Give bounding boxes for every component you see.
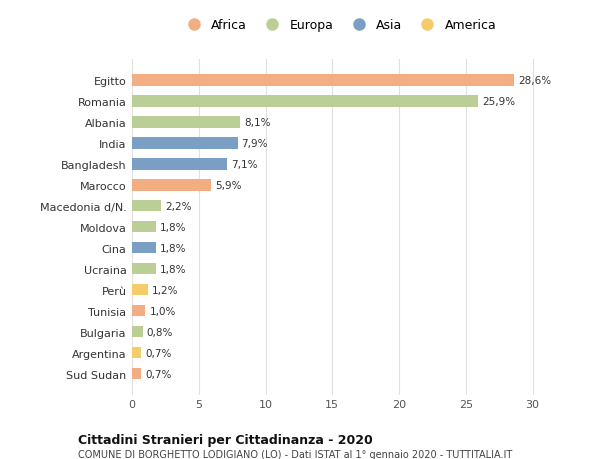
Bar	[132, 347, 142, 358]
Bar	[132, 284, 148, 296]
Bar	[132, 201, 161, 212]
Text: 0,7%: 0,7%	[145, 348, 172, 358]
Text: 7,1%: 7,1%	[231, 159, 257, 169]
Text: 28,6%: 28,6%	[518, 76, 551, 86]
Bar	[132, 96, 478, 107]
Text: 25,9%: 25,9%	[482, 96, 515, 106]
Bar	[132, 138, 238, 149]
Bar	[132, 221, 156, 233]
Text: 0,8%: 0,8%	[146, 327, 173, 337]
Bar	[132, 159, 227, 170]
Bar	[132, 305, 145, 317]
Text: COMUNE DI BORGHETTO LODIGIANO (LO) - Dati ISTAT al 1° gennaio 2020 - TUTTITALIA.: COMUNE DI BORGHETTO LODIGIANO (LO) - Dat…	[78, 449, 512, 459]
Bar	[132, 75, 514, 86]
Bar	[132, 368, 142, 380]
Text: 0,7%: 0,7%	[145, 369, 172, 379]
Legend: Africa, Europa, Asia, America: Africa, Europa, Asia, America	[181, 19, 497, 32]
Text: 1,2%: 1,2%	[152, 285, 179, 295]
Text: 1,0%: 1,0%	[149, 306, 176, 316]
Bar	[132, 117, 240, 128]
Text: 2,2%: 2,2%	[166, 202, 192, 211]
Text: 1,8%: 1,8%	[160, 264, 187, 274]
Bar	[132, 242, 156, 254]
Text: Cittadini Stranieri per Cittadinanza - 2020: Cittadini Stranieri per Cittadinanza - 2…	[78, 433, 373, 446]
Text: 7,9%: 7,9%	[242, 139, 268, 148]
Bar	[132, 263, 156, 275]
Text: 5,9%: 5,9%	[215, 180, 241, 190]
Text: 1,8%: 1,8%	[160, 222, 187, 232]
Bar	[132, 326, 143, 338]
Text: 8,1%: 8,1%	[244, 118, 271, 128]
Text: 1,8%: 1,8%	[160, 243, 187, 253]
Bar	[132, 179, 211, 191]
